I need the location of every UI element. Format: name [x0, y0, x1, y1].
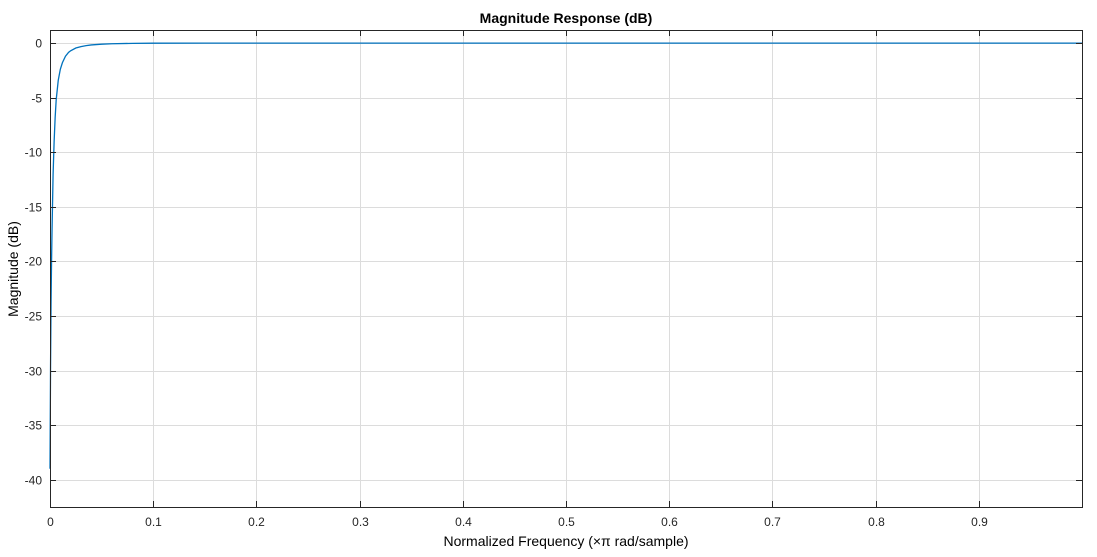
- x-tick-label: 0.1: [145, 515, 162, 529]
- plot-area: [49, 42, 1082, 469]
- x-tick-label: 0.9: [971, 515, 988, 529]
- grid-lines: [50, 30, 1082, 507]
- y-tick-label: -20: [25, 255, 43, 269]
- x-tick-label: 0.6: [661, 515, 678, 529]
- chart-title: Magnitude Response (dB): [480, 10, 653, 26]
- y-tick-label: -10: [25, 146, 43, 160]
- x-tick-label: 0.7: [764, 515, 781, 529]
- y-tick-label: -35: [25, 419, 43, 433]
- ticks: [50, 30, 1082, 507]
- x-tick-label: 0.8: [868, 515, 885, 529]
- y-tick-label: -5: [31, 92, 42, 106]
- x-tick-label: 0.4: [455, 515, 472, 529]
- x-tick-label: 0.3: [352, 515, 369, 529]
- x-tick-label: 0.2: [248, 515, 265, 529]
- y-tick-label: -40: [25, 474, 43, 488]
- y-axis-label: Magnitude (dB): [5, 221, 21, 317]
- x-tick-label: 0.5: [558, 515, 575, 529]
- y-tick-label: -30: [25, 365, 43, 379]
- y-tick-label: -25: [25, 310, 43, 324]
- x-tick-label: 0: [47, 515, 54, 529]
- x-axis-label: Normalized Frequency (×π rad/sample): [443, 533, 688, 549]
- y-tick-label: 0: [35, 37, 42, 51]
- y-tick-label: -15: [25, 201, 43, 215]
- x-tick-labels: 0 0.1 0.2 0.3 0.4 0.5 0.6 0.7 0.8 0.9: [47, 515, 988, 529]
- magnitude-response-line: [49, 42, 1082, 469]
- y-tick-labels: 0 -5 -10 -15 -20 -25 -30 -35 -40: [25, 37, 43, 488]
